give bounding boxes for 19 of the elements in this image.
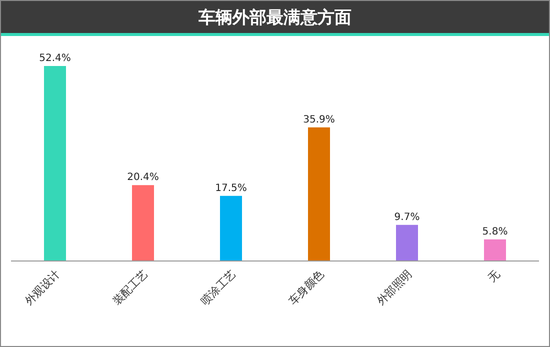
x-tick-label: 外部照明 <box>374 267 415 308</box>
chart-title: 车辆外部最满意方面 <box>198 6 352 28</box>
data-label: 35.9% <box>303 114 335 126</box>
data-label: 52.4% <box>39 53 71 64</box>
bar <box>44 66 66 261</box>
x-tick-label: 喷涂工艺 <box>198 267 239 308</box>
data-label: 20.4% <box>127 172 159 184</box>
x-tick-label: 装配工艺 <box>110 267 151 308</box>
bar <box>132 185 154 261</box>
bar <box>220 196 242 261</box>
bar <box>396 224 418 261</box>
bar <box>484 239 506 261</box>
data-label: 9.7% <box>394 212 420 223</box>
x-tick-label: 车身颜色 <box>286 267 327 308</box>
x-tick-label: 外观设计 <box>22 267 63 308</box>
bar <box>308 127 330 261</box>
data-label: 5.8% <box>482 226 508 238</box>
x-tick-label: 无 <box>486 267 503 284</box>
data-label: 17.5% <box>215 182 247 194</box>
